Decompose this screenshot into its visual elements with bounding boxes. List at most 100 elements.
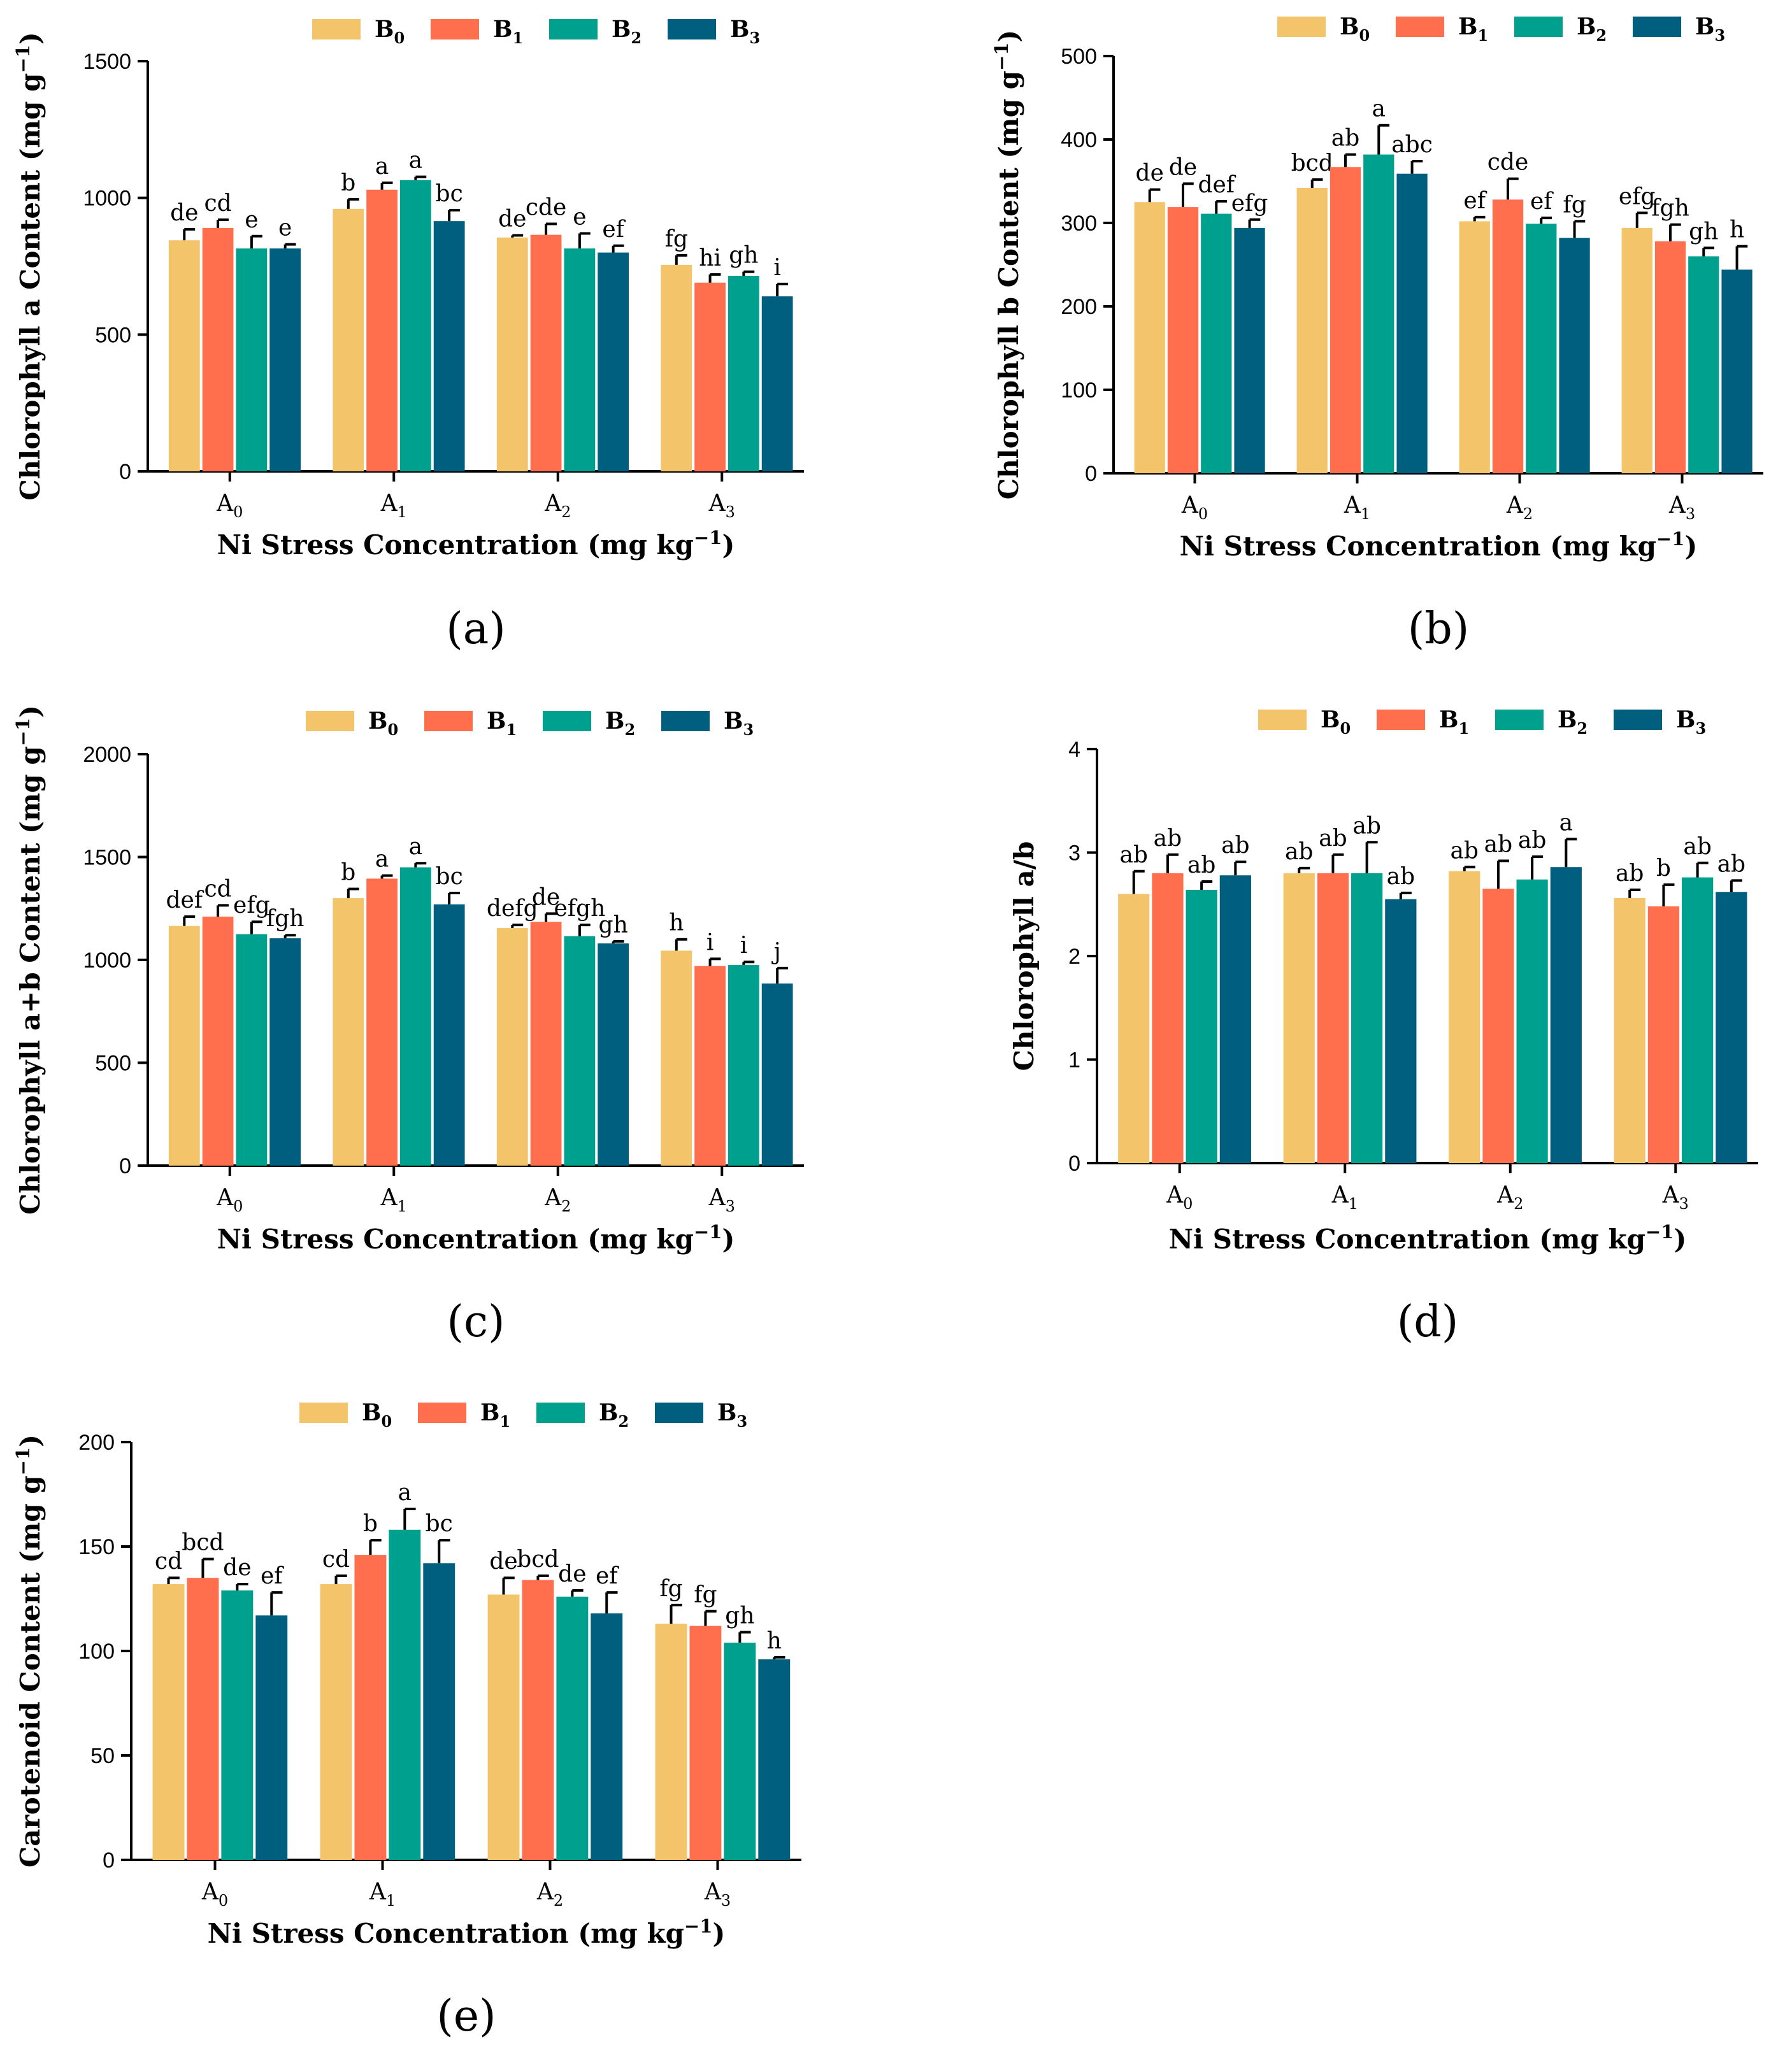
- x-category-label: A0: [216, 1185, 243, 1215]
- significance-letter: bcd: [182, 1530, 224, 1556]
- legend-label-B0: B0: [1321, 706, 1351, 738]
- bar-B3-A0: [269, 248, 301, 471]
- y-tick-label: 0: [119, 1154, 131, 1178]
- x-category-label: A1: [380, 1185, 407, 1215]
- legend-swatch-B0: [306, 711, 354, 731]
- bar-B3-A0: [1234, 227, 1265, 473]
- y-tick-label: 0: [119, 460, 131, 484]
- bar-B2-A1: [1351, 873, 1383, 1163]
- legend-label-B3: B3: [724, 708, 754, 739]
- significance-letter: h: [1730, 217, 1744, 243]
- significance-letter: abc: [1391, 132, 1433, 158]
- legend-swatch-B3: [661, 711, 710, 731]
- significance-letter: efg: [233, 892, 270, 918]
- x-category-label: A1: [1331, 1182, 1358, 1213]
- legend-label-B0: B0: [368, 708, 398, 739]
- y-tick-label: 0: [103, 1848, 115, 1873]
- x-axis-title: Ni Stress Concentration (mg kg−1): [217, 527, 735, 561]
- legend-swatch-B1: [1396, 17, 1444, 37]
- x-category-label: A2: [1506, 492, 1533, 523]
- bar-B3-A3: [761, 983, 793, 1166]
- significance-letter: bc: [436, 181, 463, 207]
- bar-B3-A3: [1716, 892, 1747, 1163]
- legend-swatch-B3: [1614, 710, 1662, 730]
- bar-B1-A3: [694, 282, 726, 471]
- bar-B3-A1: [433, 221, 465, 471]
- legend-label-B2: B2: [599, 1399, 629, 1431]
- bar-B3-A3: [758, 1659, 791, 1860]
- significance-letter: b: [341, 170, 355, 196]
- bar-B1-A1: [366, 189, 398, 471]
- significance-letter: cd: [155, 1548, 182, 1575]
- significance-letter: de: [498, 206, 526, 232]
- bar-B3-A0: [269, 938, 301, 1166]
- significance-letter: b: [363, 1511, 378, 1537]
- bar-B1-A1: [354, 1555, 387, 1860]
- significance-letter: ef: [602, 217, 626, 243]
- legend-label-B0: B0: [1340, 13, 1370, 45]
- x-axis-title: Ni Stress Concentration (mg kg−1): [1169, 1221, 1687, 1255]
- bar-B2-A3: [724, 1642, 756, 1860]
- significance-letter: gh: [599, 912, 628, 938]
- x-category-label: A3: [1662, 1182, 1689, 1213]
- significance-letter: gh: [729, 243, 758, 269]
- significance-letter: cde: [526, 194, 567, 220]
- legend-label-B0: B0: [375, 16, 405, 47]
- legend-swatch-B0: [299, 1403, 348, 1423]
- legend-swatch-B3: [668, 19, 716, 39]
- y-tick-label: 1000: [83, 187, 131, 211]
- legend-swatch-B2: [543, 711, 591, 731]
- bar-B2-A3: [1688, 256, 1719, 473]
- bar-B2-A1: [389, 1529, 421, 1860]
- legend: B0 B1 B2 B3: [299, 1399, 747, 1431]
- significance-letter: ab: [1319, 825, 1347, 852]
- bar-B1-A1: [366, 878, 398, 1166]
- bar-B2-A0: [236, 934, 268, 1166]
- significance-letter: cd: [322, 1547, 350, 1573]
- significance-letter: efg: [1231, 190, 1268, 217]
- bar-B3-A1: [1396, 173, 1428, 473]
- x-category-label: A2: [544, 490, 571, 521]
- bar-B3-A2: [1559, 238, 1590, 473]
- significance-letter: bcd: [517, 1547, 559, 1573]
- significance-letter: fgh: [1651, 196, 1689, 222]
- significance-letter: ab: [1352, 813, 1381, 839]
- x-category-label: A0: [1181, 492, 1208, 523]
- bar-B0-A0: [152, 1584, 185, 1860]
- legend-swatch-B1: [431, 19, 479, 39]
- bar-B2-A1: [399, 180, 431, 471]
- y-tick-label: 1000: [83, 948, 131, 973]
- y-tick-label: 100: [78, 1640, 115, 1664]
- significance-letter: ab: [1450, 838, 1479, 864]
- significance-letter: de: [489, 1548, 517, 1575]
- significance-letter: hi: [699, 245, 721, 271]
- legend-label-B2: B2: [1577, 13, 1607, 45]
- bar-B0-A2: [1449, 871, 1480, 1163]
- significance-letter: de: [1136, 161, 1164, 187]
- legend-swatch-B3: [655, 1403, 703, 1423]
- bar-B2-A0: [1186, 890, 1217, 1163]
- y-tick-label: 500: [95, 1052, 131, 1076]
- significance-letter: cde: [1487, 150, 1529, 176]
- bar-B1-A0: [1167, 207, 1199, 473]
- significance-letter: def: [166, 887, 204, 913]
- y-axis-title: Chlorophyll a Content (mg g−1): [12, 32, 46, 500]
- legend-swatch-B0: [312, 19, 361, 39]
- significance-letter: efgh: [554, 896, 605, 922]
- bar-B1-A3: [1647, 906, 1680, 1163]
- bar-B0-A1: [333, 898, 364, 1166]
- bar-B1-A2: [1492, 199, 1524, 473]
- bar-B1-A1: [1330, 167, 1361, 473]
- significance-letter: e: [573, 204, 586, 230]
- panel-label: (c): [447, 1297, 505, 1347]
- bar-B0-A1: [333, 208, 364, 471]
- panel-label: (e): [436, 1991, 496, 2041]
- bar-B2-A0: [1201, 213, 1232, 473]
- legend: B0 B1 B2 B3: [1258, 706, 1706, 738]
- x-axis-title: Ni Stress Concentration (mg kg−1): [1180, 528, 1698, 562]
- significance-letter: de: [170, 200, 198, 226]
